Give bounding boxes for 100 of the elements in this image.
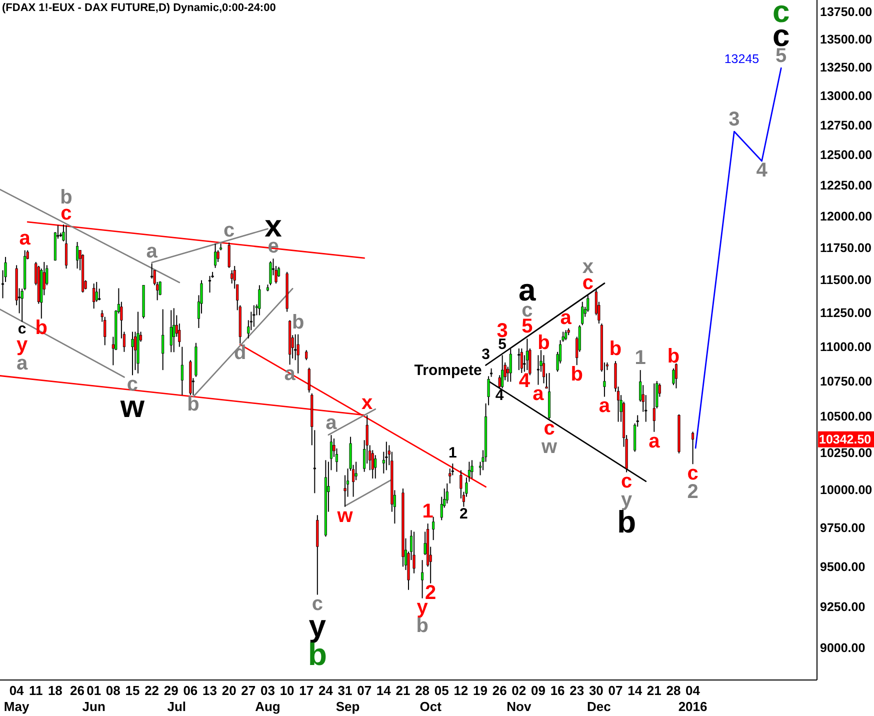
x-tick-label: 13 bbox=[202, 683, 218, 698]
annotation: b bbox=[60, 186, 72, 208]
x-tick-label: 10 bbox=[280, 683, 294, 698]
annotation: c bbox=[772, 0, 790, 29]
annotation: b bbox=[35, 316, 48, 339]
annotation: 4 bbox=[756, 159, 768, 182]
x2-tick-label: Jul bbox=[167, 699, 186, 714]
y-tick-label: 13500.00 bbox=[820, 32, 872, 46]
x-tick-label: 24 bbox=[318, 683, 334, 698]
annotation: a bbox=[598, 395, 611, 418]
y-tick-label: 9750.00 bbox=[820, 520, 866, 535]
x-tick-label: 26 bbox=[492, 683, 507, 698]
y-tick-label: 10000.00 bbox=[820, 482, 872, 497]
y-tick-label: 11750.00 bbox=[820, 240, 872, 255]
x-tick-label: 14 bbox=[628, 683, 643, 698]
annotation: x bbox=[362, 392, 373, 414]
annotation: 4 bbox=[495, 387, 504, 404]
x-tick-label: 12 bbox=[454, 683, 468, 698]
x-tick-label: 06 bbox=[183, 683, 198, 698]
x2-tick-label: 2016 bbox=[678, 699, 708, 714]
y-tick-label: 11500.00 bbox=[820, 273, 872, 288]
y-tick-label: 12500.00 bbox=[820, 148, 872, 162]
annotation: w bbox=[336, 505, 354, 528]
x-tick-label: 15 bbox=[125, 683, 140, 698]
x-tick-label: 23 bbox=[570, 683, 584, 698]
x-tick-label: 21 bbox=[646, 683, 662, 698]
y-tick-label: 9500.00 bbox=[820, 560, 866, 574]
x-tick-label: 11 bbox=[29, 683, 43, 698]
x-tick-label: 22 bbox=[144, 683, 160, 698]
annotation: 3 bbox=[728, 108, 740, 131]
x-tick-label: 17 bbox=[299, 683, 314, 698]
x-tick-label: 31 bbox=[338, 683, 352, 698]
annotation: 13245 bbox=[724, 52, 760, 66]
annotation: a bbox=[326, 412, 338, 434]
annotation: b bbox=[570, 363, 583, 386]
x2-tick-label: Oct bbox=[420, 699, 442, 714]
y-tick-label: 11250.00 bbox=[820, 306, 872, 320]
annotation: 1 bbox=[634, 347, 646, 370]
y-tick-label: 11000.00 bbox=[820, 340, 872, 354]
x-tick-label: 02 bbox=[512, 683, 526, 698]
y-tick-label: 9250.00 bbox=[820, 600, 866, 614]
annotation: a bbox=[560, 307, 572, 330]
annotation: 3 bbox=[482, 346, 490, 364]
text: 10342.50 bbox=[819, 432, 872, 446]
x2-tick-label: Dec bbox=[587, 699, 611, 714]
x-tick-label: 03 bbox=[260, 683, 275, 698]
annotation: c bbox=[18, 320, 26, 338]
annotation: a bbox=[146, 240, 158, 263]
x-tick-label: 05 bbox=[434, 683, 449, 698]
x-tick-label: 26 bbox=[70, 683, 85, 698]
annotation: c bbox=[224, 220, 235, 242]
x-tick-label: 04 bbox=[9, 683, 25, 698]
annotation: a bbox=[648, 430, 661, 452]
x-tick-label: 21 bbox=[396, 683, 410, 698]
x2-tick-label: Sep bbox=[336, 699, 360, 714]
x-tick-label: 04 bbox=[686, 683, 701, 698]
annotation: 2 bbox=[425, 582, 436, 604]
y-tick-label: 13750.00 bbox=[820, 4, 872, 19]
annotation: 4 bbox=[518, 370, 531, 392]
x-tick-label: 19 bbox=[473, 683, 488, 698]
x-tick-label: 18 bbox=[48, 683, 62, 698]
annotation: b bbox=[187, 393, 200, 416]
x-tick-label: 07 bbox=[357, 683, 372, 698]
x-tick-label: 14 bbox=[376, 683, 392, 698]
x-tick-label: 28 bbox=[666, 683, 681, 698]
annotation: c bbox=[312, 593, 323, 616]
x-tick-label: 30 bbox=[588, 683, 604, 698]
annotation: 1 bbox=[448, 444, 457, 462]
x-tick-label: 09 bbox=[530, 683, 546, 698]
annotation: Trompete bbox=[414, 362, 482, 380]
y-tick-label: 9000.00 bbox=[820, 640, 866, 655]
annotation: b bbox=[609, 338, 622, 360]
chart-title: (FDAX 1!-EUX - DAX FUTURE,D) Dynamic,0:00-24:00 bbox=[2, 2, 276, 14]
x-tick-label: 08 bbox=[106, 683, 120, 698]
x2-tick-label: Jun bbox=[82, 699, 106, 714]
x2-tick-label: Aug bbox=[255, 699, 280, 714]
y-tick-label: 13000.00 bbox=[820, 89, 872, 104]
annotation: 1 bbox=[422, 500, 434, 523]
annotation: b bbox=[292, 311, 304, 334]
x-tick-label: 29 bbox=[164, 683, 178, 698]
annotation: a bbox=[19, 227, 32, 250]
y-tick-label: 10750.00 bbox=[820, 374, 872, 388]
x-tick-label: 20 bbox=[222, 683, 236, 698]
annotation: b bbox=[538, 332, 550, 354]
annotation: a bbox=[532, 383, 545, 406]
y-tick-label: 12000.00 bbox=[820, 209, 872, 224]
x-tick-label: 01 bbox=[86, 683, 102, 698]
y-tick-label: 10500.00 bbox=[820, 410, 872, 424]
x-tick-label: 16 bbox=[550, 683, 565, 698]
x2-tick-label: Nov bbox=[506, 699, 532, 714]
x2-tick-label: May bbox=[4, 699, 30, 714]
y-tick-label: 12750.00 bbox=[820, 118, 872, 132]
y-tick-label: 10250.00 bbox=[820, 446, 872, 460]
y-tick-label: 12250.00 bbox=[820, 178, 872, 192]
x-tick-label: 28 bbox=[415, 683, 430, 698]
annotation: d bbox=[234, 342, 246, 364]
x-tick-label: 27 bbox=[241, 683, 256, 698]
annotation: c bbox=[620, 470, 632, 493]
x-tick-label: 07 bbox=[608, 683, 623, 698]
y-tick-label: 13250.00 bbox=[820, 60, 872, 75]
